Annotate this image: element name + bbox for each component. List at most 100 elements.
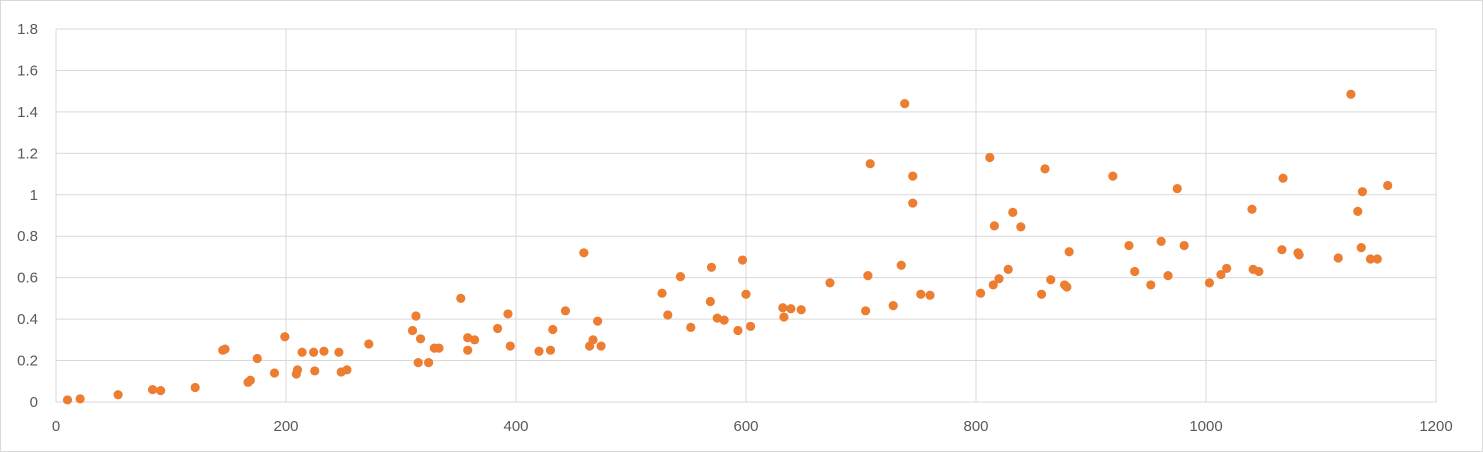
data-point <box>900 99 910 109</box>
data-point <box>1130 266 1140 277</box>
y-tick-label: 0.2 <box>17 353 38 370</box>
data-point <box>863 270 873 281</box>
data-point <box>493 323 503 334</box>
y-tick-label: 1.4 <box>17 104 38 121</box>
data-point <box>503 309 513 319</box>
data-point <box>861 306 871 316</box>
data-point <box>463 333 473 343</box>
y-tick-label: 1.6 <box>17 62 38 79</box>
y-tick-label: 1 <box>30 187 38 204</box>
data-point <box>1222 263 1232 273</box>
data-point <box>579 248 589 258</box>
data-point <box>463 345 473 355</box>
x-tick-label: 200 <box>273 418 298 435</box>
data-point <box>470 335 480 345</box>
x-tick-label: 800 <box>963 418 988 435</box>
data-point <box>1357 187 1367 197</box>
y-tick-label: 1.8 <box>17 21 38 38</box>
data-point <box>1216 269 1226 280</box>
data-point <box>675 272 686 282</box>
data-point <box>908 171 918 181</box>
data-point <box>778 303 788 313</box>
data-point <box>588 335 598 345</box>
y-tick-label: 0.6 <box>17 270 38 287</box>
data-point <box>1062 282 1072 292</box>
data-point <box>545 345 556 355</box>
data-point <box>560 306 571 316</box>
data-point <box>746 321 756 331</box>
data-point <box>1040 164 1050 174</box>
data-point <box>1278 173 1288 183</box>
data-point <box>75 394 85 404</box>
data-point <box>309 347 319 357</box>
data-point <box>280 332 290 342</box>
data-point <box>1172 183 1182 194</box>
gridlines <box>55 28 1437 403</box>
data-point <box>292 365 303 375</box>
data-point <box>1372 254 1382 264</box>
data-point <box>269 368 280 378</box>
data-point <box>334 347 344 357</box>
x-tick-label: 0 <box>52 418 60 435</box>
data-point <box>342 365 352 375</box>
data-point <box>424 358 434 368</box>
data-point <box>733 325 743 336</box>
y-tick-label: 0 <box>30 394 38 411</box>
data-point <box>190 382 200 393</box>
data-point <box>1346 89 1356 99</box>
data-point <box>413 358 423 368</box>
x-tick-label: 400 <box>503 418 528 435</box>
data-point <box>1383 180 1393 191</box>
data-point <box>686 322 696 332</box>
data-point <box>712 313 722 323</box>
data-point <box>1204 278 1215 288</box>
data-point <box>220 344 230 354</box>
data-point <box>434 343 444 353</box>
x-tick-label: 1200 <box>1419 418 1452 435</box>
data-point <box>888 301 898 311</box>
data-point <box>1003 264 1013 274</box>
data-point <box>1146 280 1156 290</box>
x-tick-label: 600 <box>733 418 758 435</box>
data-point <box>786 304 796 314</box>
data-point <box>916 289 926 299</box>
data-point <box>976 288 986 298</box>
data-point <box>779 312 789 322</box>
data-point <box>988 280 998 290</box>
data-point <box>1016 222 1026 232</box>
data-point <box>1365 254 1376 264</box>
data-point <box>825 278 835 288</box>
data-point <box>1333 253 1343 263</box>
data-point <box>1046 275 1056 285</box>
data-point <box>1108 171 1118 181</box>
data-point <box>411 311 421 321</box>
data-point <box>865 159 875 169</box>
data-point <box>1156 236 1166 247</box>
data-point <box>1247 204 1257 214</box>
data-point <box>908 198 918 208</box>
data-point <box>657 288 667 298</box>
data-point <box>994 274 1004 284</box>
data-point <box>741 289 751 299</box>
data-point <box>113 390 123 400</box>
data-point <box>706 262 717 272</box>
data-point <box>925 290 935 300</box>
data-point <box>596 341 606 351</box>
data-point <box>156 386 166 396</box>
data-point <box>1124 240 1134 251</box>
data-point <box>534 346 544 356</box>
data-point <box>415 334 426 344</box>
data-point <box>593 316 603 326</box>
data-point <box>737 255 748 265</box>
data-point <box>62 395 73 405</box>
data-point <box>1163 270 1173 281</box>
data-point <box>252 353 262 364</box>
data-point <box>663 310 673 320</box>
data-point <box>148 384 158 395</box>
data-point <box>1254 266 1264 277</box>
data-point <box>505 341 515 351</box>
data-point <box>1008 207 1018 217</box>
data-point <box>245 375 255 385</box>
